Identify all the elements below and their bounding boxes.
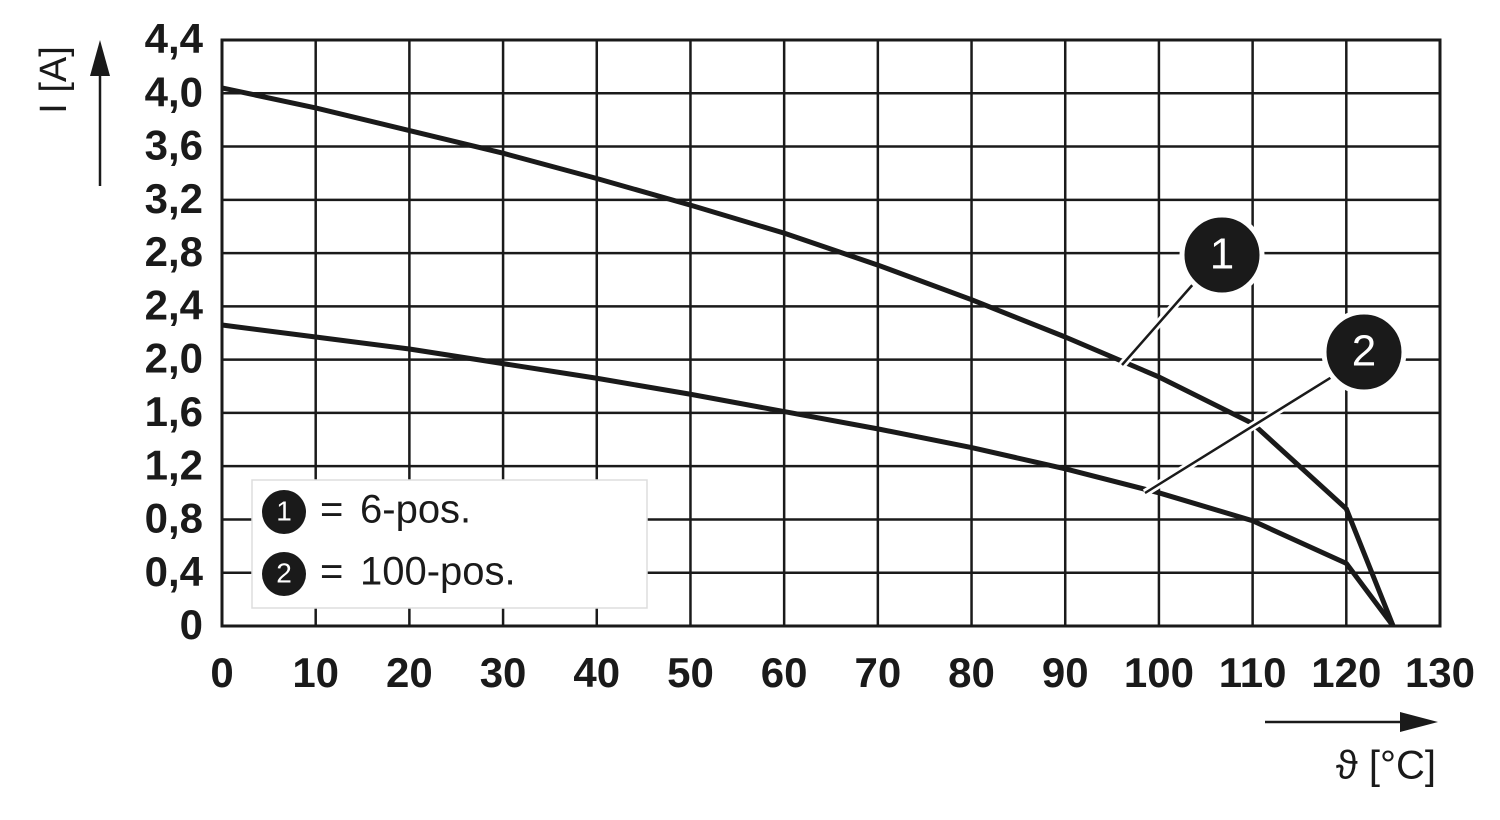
callout-line [1144, 373, 1336, 495]
x-tick-label: 0 [210, 649, 233, 696]
lines [221, 85, 1396, 628]
series-line [221, 85, 1396, 627]
y-tick-label: 0,4 [145, 548, 204, 595]
legend [251, 479, 648, 609]
callout-line [1121, 281, 1196, 366]
legend-marker-label: 1 [276, 495, 292, 526]
legend-symbol: = [320, 550, 343, 594]
legend-symbol: = [320, 488, 343, 532]
callout-marker [1179, 212, 1265, 298]
x-tick-label: 40 [573, 649, 620, 696]
y-axis-label: I [A] [33, 46, 75, 114]
x-tick-label: 70 [854, 649, 901, 696]
y-tick-label: 2,0 [145, 335, 203, 382]
x-tick-label: 130 [1405, 649, 1475, 696]
x-tick-label: 110 [1219, 649, 1287, 696]
y-tick-label: 1,2 [145, 441, 203, 488]
legend-marker-label: 2 [276, 557, 292, 588]
callout-label: 2 [1352, 327, 1376, 376]
y-tick-label: 4,4 [145, 15, 204, 62]
legend-marker [262, 552, 306, 596]
legend-label: 100-pos. [360, 550, 516, 594]
legend-marker [262, 490, 306, 534]
y-tick-label: 3,6 [145, 122, 203, 169]
x-tick-label: 120 [1311, 649, 1381, 696]
y-tick-label: 0,8 [145, 495, 203, 542]
x-tick-label: 60 [761, 649, 808, 696]
y-tick-label: 2,4 [145, 281, 204, 328]
x-tick-label: 90 [1042, 649, 1089, 696]
y-tick-label: 0 [180, 601, 203, 648]
x-tick-label: 20 [386, 649, 433, 696]
x-tick-label: 10 [292, 649, 339, 696]
x-tick-label: 30 [480, 649, 527, 696]
y-tick-label: 1,6 [145, 388, 203, 435]
callouts: 1 2 [1118, 212, 1407, 497]
legend-label: 6-pos. [360, 488, 471, 532]
y-tick-label: 4,0 [145, 68, 203, 115]
y-arrow-head [90, 40, 110, 76]
x-tick-label: 50 [667, 649, 714, 696]
series-line [221, 322, 1396, 628]
x-arrow-head [1400, 712, 1438, 732]
plot-frame [220, 38, 1442, 628]
x-tick-label: 100 [1124, 649, 1194, 696]
x-axis-label: ϑ [°C] [1336, 744, 1436, 788]
x-tick-label: 80 [948, 649, 995, 696]
y-tick-label: 3,2 [145, 175, 203, 222]
callout-label: 1 [1210, 230, 1234, 279]
callout-marker [1321, 309, 1407, 395]
y-tick-label: 2,8 [145, 228, 203, 275]
